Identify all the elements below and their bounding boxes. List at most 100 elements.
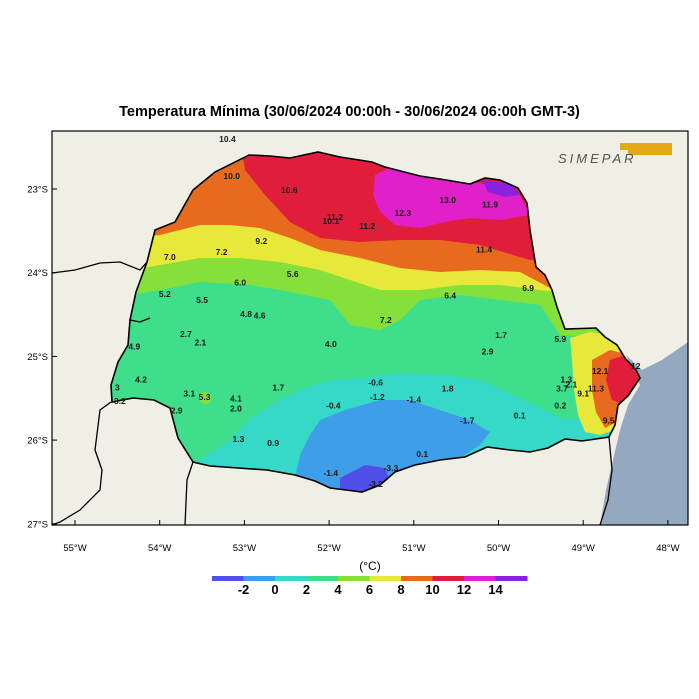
station-value: 11.2 (327, 212, 343, 222)
lon-label: 49°W (572, 543, 595, 554)
colorbar-tick-label: 2 (303, 582, 310, 597)
station-value: 7.0 (164, 252, 176, 262)
station-value: 6.4 (444, 291, 456, 301)
colorbar-tick-label: 4 (334, 582, 342, 597)
colorbar-segment (212, 576, 244, 581)
state-border (110, 151, 641, 493)
station-value: 10.6 (281, 185, 298, 195)
station-value: 4.6 (254, 311, 266, 321)
station-value: 3.1 (183, 389, 195, 399)
station-value: 6.0 (234, 277, 246, 287)
lon-label: 52°W (317, 543, 340, 554)
map-title: Temperatura Mínima (30/06/2024 00:00h - … (119, 104, 580, 120)
station-value: 12.1 (592, 366, 609, 376)
colorbar-segment (243, 576, 276, 581)
station-value: 2.1 (194, 338, 206, 348)
lon-label: 54°W (148, 543, 171, 554)
station-value: 11.9 (482, 199, 498, 209)
station-value: 4.0 (325, 339, 337, 349)
lon-label: 50°W (487, 543, 510, 554)
lon-label: 51°W (402, 543, 425, 554)
lat-label: 25°S (27, 352, 48, 363)
colorbar-segment (464, 576, 496, 581)
station-value: 4.9 (128, 342, 140, 352)
station-value: 6.9 (522, 283, 534, 293)
colorbar-tick-label: 14 (488, 582, 503, 597)
station-value: 5.9 (554, 334, 566, 344)
station-value: 10.4 (219, 134, 236, 144)
station-value: 3 (115, 383, 120, 393)
lat-label: 26°S (27, 436, 48, 447)
station-value: 5.5 (196, 295, 208, 305)
station-value: 12.3 (395, 208, 412, 218)
station-value: 3.7 (556, 384, 568, 394)
station-value: 10.0 (223, 171, 240, 181)
colorbar-tick-label: 8 (397, 582, 404, 597)
station-value: -1.7 (460, 415, 475, 425)
logo-text: SIMEPAR (558, 151, 637, 166)
station-value: 1.8 (442, 384, 454, 394)
ocean (600, 342, 688, 525)
station-value: -1.4 (406, 394, 421, 404)
station-value: 1.3 (233, 434, 245, 444)
colorbar (212, 576, 528, 581)
latitude-axis: 23°S 24°S 25°S 26°S 27°S (27, 185, 57, 530)
station-value: 2.9 (482, 347, 494, 357)
simepar-logo: SIMEPAR (558, 143, 672, 166)
station-value: -3.2 (368, 479, 383, 489)
station-value: 7.2 (380, 315, 392, 325)
lon-label: 53°W (233, 543, 256, 554)
colorbar-tick-label: 0 (271, 582, 278, 597)
country-borders (52, 261, 613, 525)
lon-label: 55°W (63, 543, 86, 554)
colorbar-segment (432, 576, 465, 581)
station-value: 10.1 (323, 216, 340, 226)
station-value: 4.8 (240, 309, 252, 319)
station-value: -0.6 (368, 378, 383, 388)
station-value: 11.2 (359, 221, 375, 231)
station-value: 11.3 (588, 384, 604, 394)
station-value: 9.5 (603, 415, 615, 425)
colorbar-tick-label: -2 (238, 582, 250, 597)
station-value: 7.2 (216, 247, 228, 257)
colorbar-unit: (°C) (359, 559, 380, 573)
lon-label: 48°W (656, 543, 679, 554)
station-value: 3.2 (114, 396, 126, 406)
station-value: -1.2 (370, 392, 385, 402)
station-value: 2.1 (565, 379, 577, 389)
station-value: 1.7 (495, 330, 507, 340)
station-value: 0.1 (416, 449, 428, 459)
logo-mark-icon (620, 143, 672, 155)
station-value: -0.4 (326, 400, 341, 410)
station-value: -3.3 (384, 463, 399, 473)
station-value: 13.0 (439, 195, 456, 205)
station-value: 5.3 (199, 392, 211, 402)
station-value: 9.1 (577, 389, 589, 399)
station-value: 5.2 (159, 289, 171, 299)
station-value: 1.3 (560, 374, 572, 384)
lat-label: 23°S (27, 185, 48, 196)
station-values: 10.410.010.610.111.211.212.313.0 11.99.27… (114, 134, 641, 489)
station-value: 9.2 (255, 236, 267, 246)
colorbar-segment (338, 576, 370, 581)
colorbar-segment (495, 576, 528, 581)
colorbar-labels: -2 0 2 4 6 8 10 12 14 (238, 582, 504, 597)
lat-label: 24°S (27, 268, 48, 279)
station-value: 0.1 (514, 410, 526, 420)
lat-label: 27°S (27, 519, 48, 530)
colorbar-segment (275, 576, 307, 581)
station-value: 4.1 (230, 394, 242, 404)
station-value: 2.0 (230, 404, 242, 414)
station-value: 0.9 (267, 438, 279, 448)
colorbar-tick-label: 10 (425, 582, 439, 597)
colorbar-segment (369, 576, 402, 581)
station-value: 4.2 (135, 374, 147, 384)
colorbar-tick-label: 12 (457, 582, 471, 597)
station-value: 1.7 (272, 383, 284, 393)
station-value: 2.9 (171, 405, 183, 415)
colorbar-segment (401, 576, 433, 581)
map-frame (51, 130, 689, 526)
station-value: 11.4 (476, 245, 492, 255)
station-value: -1.4 (323, 468, 338, 478)
